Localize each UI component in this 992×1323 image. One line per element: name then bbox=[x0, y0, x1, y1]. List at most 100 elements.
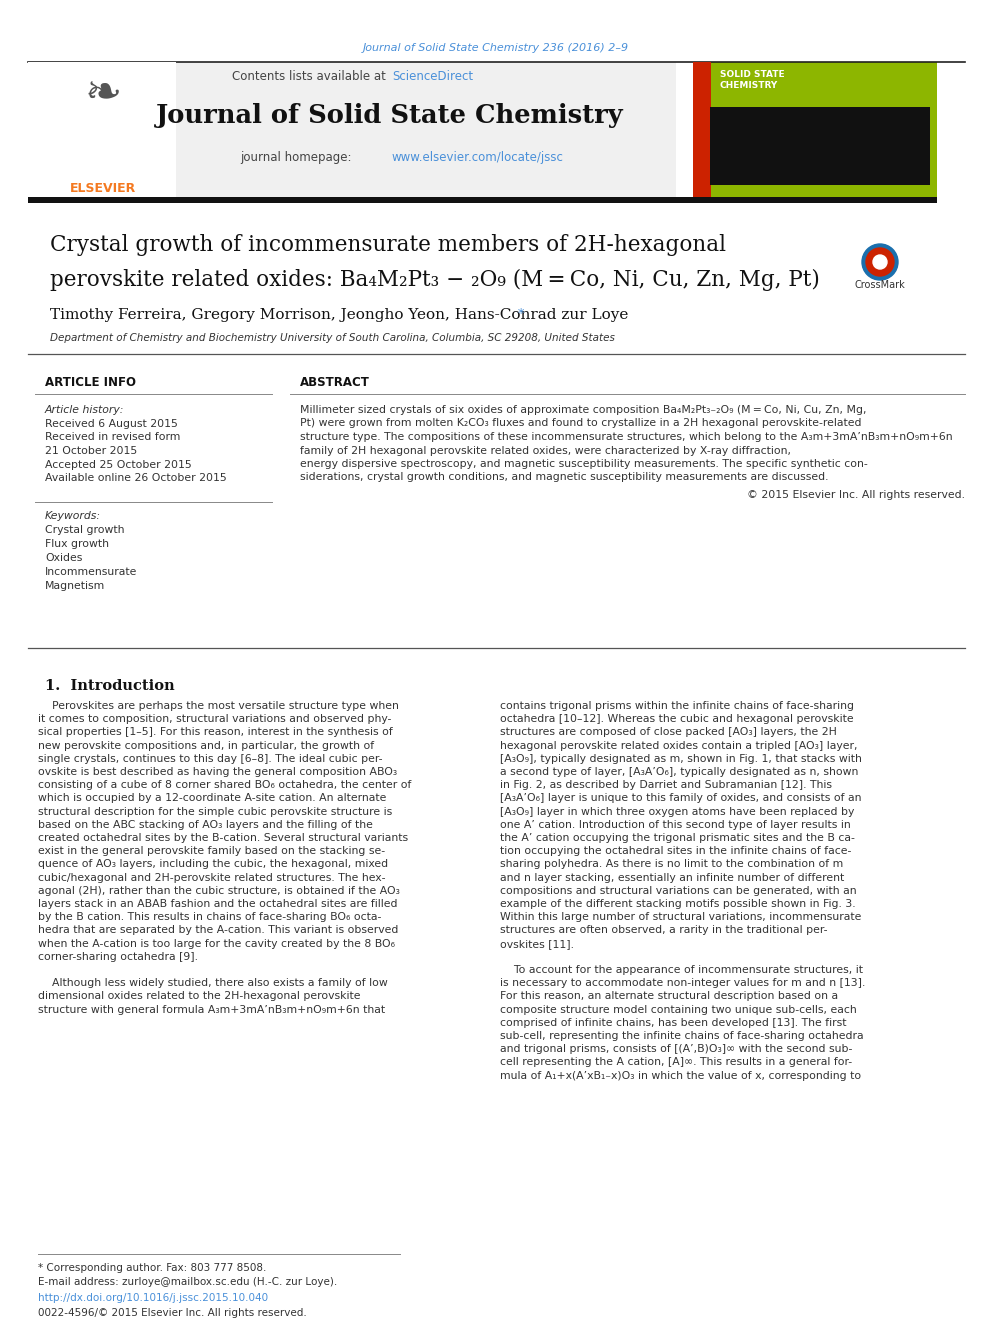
Text: http://dx.doi.org/10.1016/j.jssc.2015.10.040: http://dx.doi.org/10.1016/j.jssc.2015.10… bbox=[38, 1293, 268, 1303]
Text: Article history:: Article history: bbox=[45, 405, 124, 415]
Text: exist in the general perovskite family based on the stacking se-: exist in the general perovskite family b… bbox=[38, 847, 385, 856]
Bar bbox=[710, 107, 930, 185]
Text: Flux growth: Flux growth bbox=[45, 538, 109, 549]
Text: Received 6 August 2015: Received 6 August 2015 bbox=[45, 419, 178, 429]
Text: corner-sharing octahedra [9].: corner-sharing octahedra [9]. bbox=[38, 951, 198, 962]
Circle shape bbox=[862, 243, 898, 280]
Text: Journal of Solid State Chemistry 236 (2016) 2–9: Journal of Solid State Chemistry 236 (20… bbox=[363, 44, 629, 53]
Text: sub-cell, representing the infinite chains of face-sharing octahedra: sub-cell, representing the infinite chai… bbox=[500, 1031, 864, 1041]
Text: by the B cation. This results in chains of face-sharing BO₆ octa-: by the B cation. This results in chains … bbox=[38, 912, 381, 922]
Text: which is occupied by a 12-coordinate A-site cation. An alternate: which is occupied by a 12-coordinate A-s… bbox=[38, 794, 386, 803]
Text: hedra that are separated by the A-cation. This variant is observed: hedra that are separated by the A-cation… bbox=[38, 925, 399, 935]
Text: quence of AO₃ layers, including the cubic, the hexagonal, mixed: quence of AO₃ layers, including the cubi… bbox=[38, 860, 388, 869]
Text: Oxides: Oxides bbox=[45, 553, 82, 564]
Text: contains trigonal prisms within the infinite chains of face-sharing: contains trigonal prisms within the infi… bbox=[500, 701, 854, 710]
Text: siderations, crystal growth conditions, and magnetic susceptibility measurements: siderations, crystal growth conditions, … bbox=[300, 472, 828, 483]
Text: ovskites [11].: ovskites [11]. bbox=[500, 938, 574, 949]
Text: SOLID STATE
CHEMISTRY: SOLID STATE CHEMISTRY bbox=[720, 70, 785, 90]
Text: ARTICLE INFO: ARTICLE INFO bbox=[45, 377, 136, 389]
Bar bbox=[28, 197, 937, 202]
Text: [A₃O₉] layer in which three oxygen atoms have been replaced by: [A₃O₉] layer in which three oxygen atoms… bbox=[500, 807, 854, 816]
Text: when the A-cation is too large for the cavity created by the 8 BO₆: when the A-cation is too large for the c… bbox=[38, 938, 395, 949]
Text: www.elsevier.com/locate/jssc: www.elsevier.com/locate/jssc bbox=[392, 151, 563, 164]
Text: © 2015 Elsevier Inc. All rights reserved.: © 2015 Elsevier Inc. All rights reserved… bbox=[747, 490, 965, 500]
FancyBboxPatch shape bbox=[28, 62, 676, 200]
Text: mula of A₁+x(A’xB₁₋x)O₃ in which the value of x, corresponding to: mula of A₁+x(A’xB₁₋x)O₃ in which the val… bbox=[500, 1070, 861, 1081]
Text: layers stack in an ABAB fashion and the octahedral sites are filled: layers stack in an ABAB fashion and the … bbox=[38, 900, 398, 909]
Text: single crystals, continues to this day [6–8]. The ideal cubic per-: single crystals, continues to this day [… bbox=[38, 754, 383, 763]
Text: [A₃O₉], typically designated as m, shown in Fig. 1, that stacks with: [A₃O₉], typically designated as m, shown… bbox=[500, 754, 862, 763]
Bar bbox=[693, 62, 711, 200]
Circle shape bbox=[866, 247, 894, 277]
Text: consisting of a cube of 8 corner shared BO₆ octahedra, the center of: consisting of a cube of 8 corner shared … bbox=[38, 781, 412, 790]
Text: example of the different stacking motifs possible shown in Fig. 3.: example of the different stacking motifs… bbox=[500, 900, 856, 909]
Text: ELSEVIER: ELSEVIER bbox=[69, 181, 136, 194]
Text: Although less widely studied, there also exists a family of low: Although less widely studied, there also… bbox=[38, 978, 388, 988]
Text: Accepted 25 October 2015: Accepted 25 October 2015 bbox=[45, 459, 191, 470]
Text: CrossMark: CrossMark bbox=[855, 280, 906, 290]
Text: tion occupying the octahedral sites in the infinite chains of face-: tion occupying the octahedral sites in t… bbox=[500, 847, 851, 856]
Text: ABSTRACT: ABSTRACT bbox=[300, 377, 370, 389]
Text: one A’ cation. Introduction of this second type of layer results in: one A’ cation. Introduction of this seco… bbox=[500, 820, 851, 830]
Text: Millimeter sized crystals of six oxides of approximate composition Ba₄M₂Pt₃₋₂O₉ : Millimeter sized crystals of six oxides … bbox=[300, 405, 866, 415]
Text: Department of Chemistry and Biochemistry University of South Carolina, Columbia,: Department of Chemistry and Biochemistry… bbox=[50, 333, 615, 343]
Text: Timothy Ferreira, Gregory Morrison, Jeongho Yeon, Hans-Conrad zur Loye: Timothy Ferreira, Gregory Morrison, Jeon… bbox=[50, 308, 628, 321]
Text: comprised of infinite chains, has been developed [13]. The first: comprised of infinite chains, has been d… bbox=[500, 1017, 846, 1028]
Text: created octahedral sites by the B-cation. Several structural variants: created octahedral sites by the B-cation… bbox=[38, 833, 408, 843]
Circle shape bbox=[873, 255, 887, 269]
Text: structural description for the simple cubic perovskite structure is: structural description for the simple cu… bbox=[38, 807, 392, 816]
Text: and n layer stacking, essentially an infinite number of different: and n layer stacking, essentially an inf… bbox=[500, 873, 844, 882]
Text: Contents lists available at: Contents lists available at bbox=[232, 70, 390, 82]
Text: family of 2H hexagonal perovskite related oxides, were characterized by X-ray di: family of 2H hexagonal perovskite relate… bbox=[300, 446, 791, 455]
Text: hexagonal perovskite related oxides contain a tripled [AO₃] layer,: hexagonal perovskite related oxides cont… bbox=[500, 741, 857, 750]
Text: Pt) were grown from molten K₂CO₃ fluxes and found to crystallize in a 2H hexagon: Pt) were grown from molten K₂CO₃ fluxes … bbox=[300, 418, 861, 429]
Text: For this reason, an alternate structural description based on a: For this reason, an alternate structural… bbox=[500, 991, 838, 1002]
Text: ovskite is best described as having the general composition ABO₃: ovskite is best described as having the … bbox=[38, 767, 397, 777]
Text: Crystal growth: Crystal growth bbox=[45, 525, 125, 534]
Text: structure with general formula A₃m+3mA’nB₃m+nO₉m+6n that: structure with general formula A₃m+3mA’n… bbox=[38, 1004, 385, 1015]
Text: a second type of layer, [A₃A’O₆], typically designated as n, shown: a second type of layer, [A₃A’O₆], typica… bbox=[500, 767, 858, 777]
Text: octahedra [10–12]. Whereas the cubic and hexagonal perovskite: octahedra [10–12]. Whereas the cubic and… bbox=[500, 714, 854, 724]
Text: journal homepage:: journal homepage: bbox=[240, 151, 359, 164]
Text: To account for the appearance of incommensurate structures, it: To account for the appearance of incomme… bbox=[500, 964, 863, 975]
FancyBboxPatch shape bbox=[693, 62, 937, 200]
Text: Journal of Solid State Chemistry: Journal of Solid State Chemistry bbox=[156, 102, 624, 127]
Text: 21 October 2015: 21 October 2015 bbox=[45, 446, 137, 456]
Text: Magnetism: Magnetism bbox=[45, 581, 105, 591]
Text: ScienceDirect: ScienceDirect bbox=[392, 70, 473, 82]
Text: [A₃A’O₆] layer is unique to this family of oxides, and consists of an: [A₃A’O₆] layer is unique to this family … bbox=[500, 794, 861, 803]
Text: Crystal growth of incommensurate members of 2H-hexagonal: Crystal growth of incommensurate members… bbox=[50, 234, 726, 255]
Text: sical properties [1–5]. For this reason, interest in the synthesis of: sical properties [1–5]. For this reason,… bbox=[38, 728, 393, 737]
Text: compositions and structural variations can be generated, with an: compositions and structural variations c… bbox=[500, 886, 857, 896]
Text: cell representing the A cation, [A]∞. This results in a general for-: cell representing the A cation, [A]∞. Th… bbox=[500, 1057, 852, 1068]
Text: energy dispersive spectroscopy, and magnetic susceptibility measurements. The sp: energy dispersive spectroscopy, and magn… bbox=[300, 459, 868, 468]
Text: sharing polyhedra. As there is no limit to the combination of m: sharing polyhedra. As there is no limit … bbox=[500, 860, 843, 869]
Text: 1.  Introduction: 1. Introduction bbox=[45, 679, 175, 693]
Text: structures are composed of close packed [AO₃] layers, the 2H: structures are composed of close packed … bbox=[500, 728, 837, 737]
Text: the A’ cation occupying the trigonal prismatic sites and the B ca-: the A’ cation occupying the trigonal pri… bbox=[500, 833, 855, 843]
Text: in Fig. 2, as described by Darriet and Subramanian [12]. This: in Fig. 2, as described by Darriet and S… bbox=[500, 781, 832, 790]
Text: structure type. The compositions of these incommensurate structures, which belon: structure type. The compositions of thes… bbox=[300, 433, 952, 442]
Text: Perovskites are perhaps the most versatile structure type when: Perovskites are perhaps the most versati… bbox=[38, 701, 399, 710]
Text: *: * bbox=[518, 308, 524, 321]
Text: Incommensurate: Incommensurate bbox=[45, 568, 137, 577]
Text: perovskite related oxides: Ba₄M₂Pt₃ − ₂O₉ (M = Co, Ni, Cu, Zn, Mg, Pt): perovskite related oxides: Ba₄M₂Pt₃ − ₂O… bbox=[50, 269, 819, 291]
Text: new perovskite compositions and, in particular, the growth of: new perovskite compositions and, in part… bbox=[38, 741, 374, 750]
Text: based on the ABC stacking of AO₃ layers and the filling of the: based on the ABC stacking of AO₃ layers … bbox=[38, 820, 373, 830]
Text: composite structure model containing two unique sub-cells, each: composite structure model containing two… bbox=[500, 1004, 857, 1015]
Text: is necessary to accommodate non-integer values for m and n [13].: is necessary to accommodate non-integer … bbox=[500, 978, 865, 988]
Text: Keywords:: Keywords: bbox=[45, 511, 101, 521]
Text: Available online 26 October 2015: Available online 26 October 2015 bbox=[45, 474, 227, 483]
Text: Within this large number of structural variations, incommensurate: Within this large number of structural v… bbox=[500, 912, 861, 922]
Text: cubic/hexagonal and 2H-perovskite related structures. The hex-: cubic/hexagonal and 2H-perovskite relate… bbox=[38, 873, 386, 882]
Text: Received in revised form: Received in revised form bbox=[45, 433, 181, 442]
Text: 0022-4596/© 2015 Elsevier Inc. All rights reserved.: 0022-4596/© 2015 Elsevier Inc. All right… bbox=[38, 1308, 307, 1318]
Text: dimensional oxides related to the 2H-hexagonal perovskite: dimensional oxides related to the 2H-hex… bbox=[38, 991, 360, 1002]
Text: agonal (2H), rather than the cubic structure, is obtained if the AO₃: agonal (2H), rather than the cubic struc… bbox=[38, 886, 400, 896]
Text: and trigonal prisms, consists of [(A’,B)O₃]∞ with the second sub-: and trigonal prisms, consists of [(A’,B)… bbox=[500, 1044, 852, 1054]
Text: it comes to composition, structural variations and observed phy-: it comes to composition, structural vari… bbox=[38, 714, 392, 724]
Text: structures are often observed, a rarity in the traditional per-: structures are often observed, a rarity … bbox=[500, 925, 827, 935]
Bar bbox=[55, 38, 145, 82]
Text: * Corresponding author. Fax: 803 777 8508.: * Corresponding author. Fax: 803 777 850… bbox=[38, 1263, 267, 1273]
Text: E-mail address: zurloye@mailbox.sc.edu (H.-C. zur Loye).: E-mail address: zurloye@mailbox.sc.edu (… bbox=[38, 1277, 337, 1287]
